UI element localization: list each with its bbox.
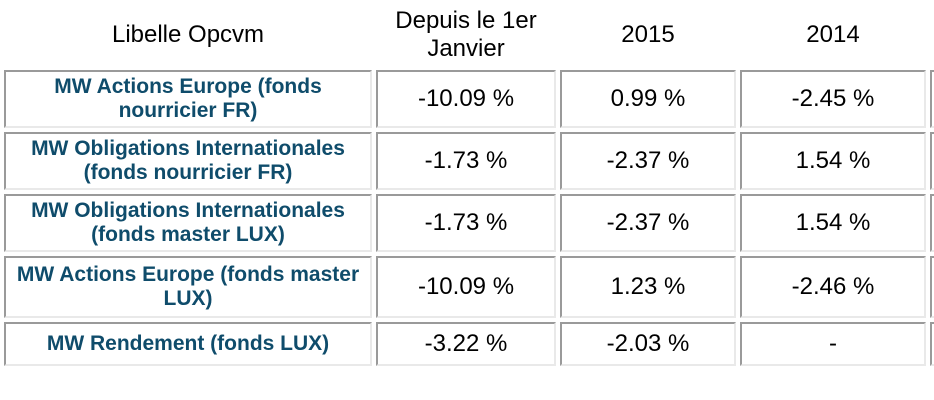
cell-value: - <box>740 322 926 366</box>
cell-value: -2.45 % <box>740 70 926 128</box>
performance-table: Libelle Opcvm Depuis le 1er Janvier 2015 20… <box>4 4 934 366</box>
column-header: 2014 <box>806 20 860 48</box>
cell-value: -2.37 % <box>560 132 736 190</box>
table-row: MW Actions Europe (fonds nourricier FR) -… <box>4 70 934 128</box>
table-body: MW Actions Europe (fonds nourricier FR) -… <box>4 70 934 366</box>
column-header: Libelle Opcvm <box>111 20 265 48</box>
cell-value: -2.37 % <box>560 194 736 252</box>
row-label: MW Actions Europe (fonds master LUX) <box>4 256 372 318</box>
clipped-cell <box>930 70 934 128</box>
cell-value: 1.23 % <box>560 256 736 318</box>
cell-value: -3.22 % <box>376 322 556 366</box>
table-row: MW Obligations Internationales (fonds ma… <box>4 194 934 252</box>
clipped-cell <box>930 322 934 366</box>
cell-value: -1.73 % <box>376 194 556 252</box>
cell-value: 1.54 % <box>740 132 926 190</box>
cell-value: 1.54 % <box>740 194 926 252</box>
table-row: MW Obligations Internationales (fonds no… <box>4 132 934 190</box>
cell-value: -2.46 % <box>740 256 926 318</box>
column-header-clipped <box>930 4 934 66</box>
cell-value: -10.09 % <box>376 256 556 318</box>
column-header: 2015 <box>621 20 675 48</box>
clipped-cell <box>930 194 934 252</box>
table-row: MW Actions Europe (fonds master LUX) -10.… <box>4 256 934 318</box>
column-header: Depuis le 1er Janvier <box>395 6 537 62</box>
row-label: MW Actions Europe (fonds nourricier FR) <box>4 70 372 128</box>
clipped-cell <box>930 132 934 190</box>
header-row: Libelle Opcvm Depuis le 1er Janvier 2015 20… <box>4 4 934 66</box>
cell-value: -1.73 % <box>376 132 556 190</box>
row-label: MW Obligations Internationales (fonds ma… <box>4 194 372 252</box>
cell-value: 0.99 % <box>560 70 736 128</box>
cell-value: -10.09 % <box>376 70 556 128</box>
row-label: MW Rendement (fonds LUX) <box>4 322 372 366</box>
cell-value: -2.03 % <box>560 322 736 366</box>
row-label: MW Obligations Internationales (fonds no… <box>4 132 372 190</box>
table-row: MW Rendement (fonds LUX) -3.22 % -2.03 % - <box>4 322 934 366</box>
clipped-cell <box>930 256 934 318</box>
